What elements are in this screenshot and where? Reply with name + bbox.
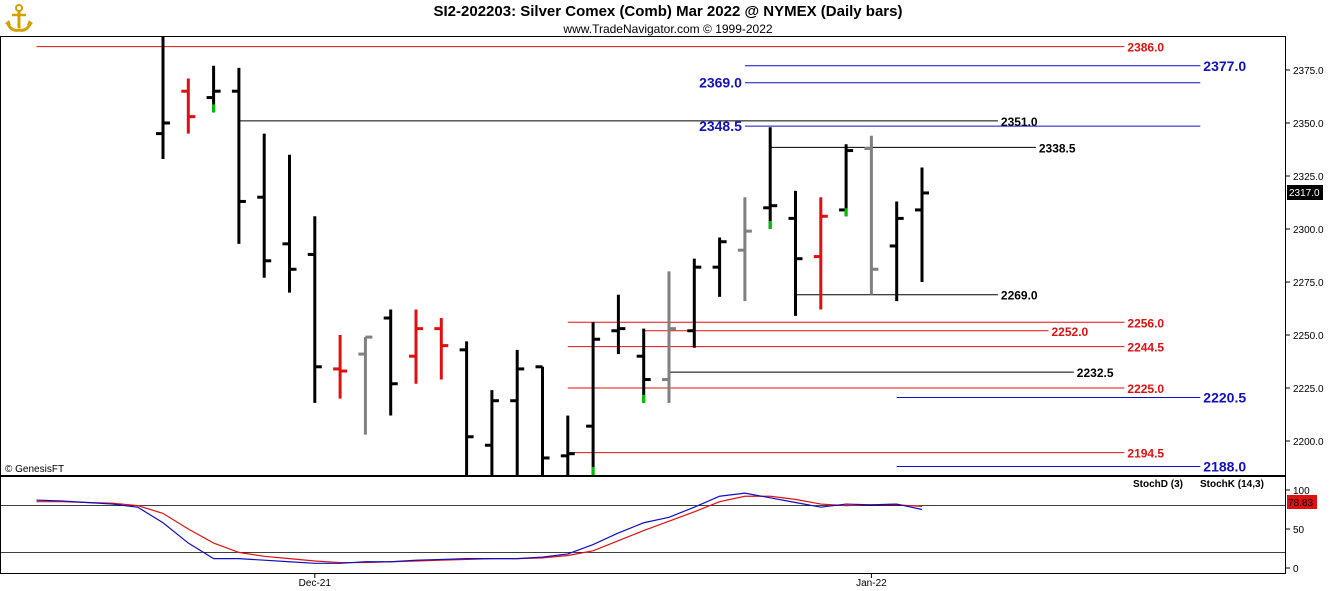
level-label: 2225.0: [1127, 382, 1164, 396]
level-label: 2386.0: [1127, 41, 1164, 55]
price-tick-label: 2200.0: [1293, 437, 1324, 448]
price-panel-frame: [0, 36, 1286, 476]
stoch-k-legend: StochK (14,3): [1200, 479, 1264, 490]
last-price-label: 2317.0: [1289, 188, 1320, 199]
stoch-tick-label: 50: [1293, 525, 1305, 536]
stoch-tick-label: 0: [1293, 564, 1299, 575]
level-label: 2269.0: [1001, 289, 1038, 303]
price-tick-label: 2225.0: [1293, 384, 1324, 395]
date-tick-label: Jan-22: [856, 578, 887, 589]
last-price-marker: 2317.0: [1287, 185, 1323, 200]
stoch-k-line: [36, 492, 923, 564]
date-tick-label: Dec-21: [299, 578, 332, 589]
stoch-d-legend: StochD (3): [1133, 479, 1183, 490]
copyright-label: © GenesisFT: [5, 464, 64, 475]
price-tick-label: 2375.0: [1293, 66, 1324, 77]
level-label: 2348.5: [699, 118, 742, 134]
stoch-last-label: 78.83: [1288, 498, 1313, 509]
stoch-last-marker: [1287, 495, 1317, 509]
price-tick-label: 2325.0: [1293, 172, 1324, 183]
level-label: 2351.0: [1001, 115, 1038, 129]
price-tick-label: 2275.0: [1293, 278, 1324, 289]
level-label: 2377.0: [1203, 58, 1246, 74]
level-lines: 2386.0 2377.0 2369.0 2351.0 2348.5 2338.5 2269…: [36, 41, 1246, 474]
level-label: 2188.0: [1203, 458, 1246, 474]
chart-title: SI2-202203: Silver Comex (Comb) Mar 2022…: [433, 3, 903, 20]
anchor-logo-icon: [5, 4, 33, 32]
level-label: 2244.5: [1127, 341, 1164, 355]
level-label: 2369.0: [699, 75, 742, 91]
level-label: 2338.5: [1039, 141, 1076, 155]
stochastic-panel-frame: [0, 476, 1286, 574]
level-label: 2256.0: [1127, 316, 1164, 330]
level-label: 2194.5: [1127, 447, 1164, 461]
price-tick-label: 2250.0: [1293, 331, 1324, 342]
chart-header: SI2-202203: Silver Comex (Comb) Mar 2022…: [0, 0, 1336, 36]
ohlc-bars: [156, 37, 929, 475]
date-axis: Dec-21 Jan-22: [299, 574, 887, 589]
chart-subtitle: www.TradeNavigator.com © 1999-2022: [563, 22, 773, 36]
level-label: 2232.5: [1077, 366, 1114, 380]
stoch-tick-label: 100: [1293, 486, 1310, 497]
price-tick-label: 2350.0: [1293, 119, 1324, 130]
price-axis: 2200.0 2225.0 2250.0 2275.0 2300.0 2325.0 2350…: [1285, 66, 1324, 448]
level-label: 2252.0: [1052, 325, 1089, 339]
level-label: 2220.5: [1203, 390, 1246, 406]
price-tick-label: 2300.0: [1293, 225, 1324, 236]
